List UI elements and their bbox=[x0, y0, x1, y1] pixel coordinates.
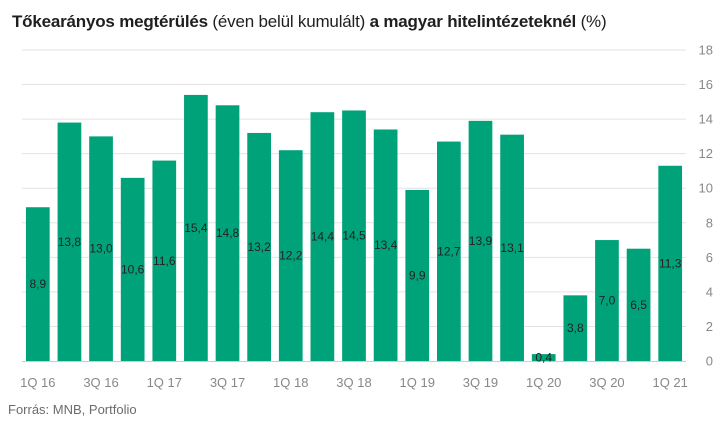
x-tick-label-3q-17: 3Q 17 bbox=[210, 375, 245, 390]
data-label-1q-17: 11,6 bbox=[153, 254, 176, 268]
bar-1q-18 bbox=[278, 150, 303, 361]
title-part-2: (éven belül kumulált) bbox=[207, 12, 370, 31]
data-label-2q-17: 15,4 bbox=[184, 221, 208, 235]
data-label-1q-19: 9,9 bbox=[409, 268, 426, 282]
x-tick-label-1q-16: 1Q 16 bbox=[20, 375, 55, 390]
data-label-3q-20: 7,0 bbox=[599, 294, 616, 308]
data-label-1q-18: 12,2 bbox=[279, 249, 303, 263]
x-tick-label-1q-20: 1Q 20 bbox=[526, 375, 561, 390]
x-tick-label-1q-18: 1Q 18 bbox=[273, 375, 308, 390]
data-label-3q-18: 14,5 bbox=[342, 229, 366, 243]
y-tick-label-12: 12 bbox=[699, 146, 713, 161]
chart-title: Tőkearányos megtérülés (éven belül kumul… bbox=[12, 12, 607, 32]
data-label-4q-17: 13,2 bbox=[247, 240, 271, 254]
bar-2q-18 bbox=[310, 112, 335, 361]
bar-4q-18 bbox=[373, 129, 398, 361]
bar-3q-19 bbox=[468, 120, 493, 361]
bar-4q-20 bbox=[626, 248, 651, 361]
data-label-3q-17: 14,8 bbox=[216, 226, 240, 240]
bar-3q-18 bbox=[342, 110, 366, 361]
data-label-3q-16: 13,0 bbox=[89, 242, 113, 256]
x-tick-label-3q-16: 3Q 16 bbox=[83, 375, 118, 390]
bar-3q-16 bbox=[89, 136, 113, 361]
x-tick-label-3q-18: 3Q 18 bbox=[336, 375, 371, 390]
y-tick-label-6: 6 bbox=[706, 250, 713, 265]
data-label-1q-21: 11,3 bbox=[659, 256, 682, 270]
data-label-2q-16: 13,8 bbox=[58, 235, 82, 249]
y-tick-label-4: 4 bbox=[706, 284, 713, 299]
bar-2q-17 bbox=[184, 94, 208, 361]
x-tick-label-3q-20: 3Q 20 bbox=[589, 375, 624, 390]
title-part-4: (%) bbox=[576, 12, 607, 31]
bar-3q-20 bbox=[595, 240, 619, 361]
data-label-2q-19: 12,7 bbox=[437, 244, 461, 258]
data-label-2q-20: 3,8 bbox=[567, 321, 584, 335]
y-tick-label-16: 16 bbox=[699, 77, 713, 92]
bar-1q-20 bbox=[531, 354, 556, 361]
y-tick-label-10: 10 bbox=[699, 181, 713, 196]
x-tick-label-1q-19: 1Q 19 bbox=[400, 375, 435, 390]
bar-2q-20 bbox=[563, 295, 588, 361]
y-tick-label-2: 2 bbox=[706, 319, 713, 334]
bar-4q-17 bbox=[247, 132, 271, 361]
title-part-1: Tőkearányos megtérülés bbox=[12, 12, 208, 31]
y-tick-label-18: 18 bbox=[699, 43, 713, 58]
data-label-4q-20: 6,5 bbox=[630, 298, 647, 312]
y-tick-label-8: 8 bbox=[706, 215, 713, 230]
source-note: Forrás: MNB, Portfolio bbox=[8, 402, 137, 417]
data-label-2q-18: 14,4 bbox=[311, 230, 335, 244]
title-part-3: a magyar hitelintézeteknél bbox=[369, 12, 577, 31]
y-tick-label-14: 14 bbox=[699, 112, 713, 127]
bar-4q-19 bbox=[500, 134, 524, 361]
bar-4q-16 bbox=[120, 177, 145, 361]
data-label-1q-20: 0,4 bbox=[535, 351, 552, 365]
x-tick-label-1q-21: 1Q 21 bbox=[652, 375, 687, 390]
bar-3q-17 bbox=[215, 105, 240, 362]
bar-2q-16 bbox=[57, 122, 82, 361]
bar-1q-17 bbox=[152, 160, 177, 361]
bar-1q-21 bbox=[658, 165, 683, 361]
bar-2q-19 bbox=[437, 141, 461, 361]
data-label-1q-16: 8,9 bbox=[29, 277, 46, 291]
y-tick-label-0: 0 bbox=[706, 354, 713, 369]
data-label-4q-18: 13,4 bbox=[374, 238, 398, 252]
data-label-4q-19: 13,1 bbox=[500, 241, 524, 255]
data-label-4q-16: 10,6 bbox=[121, 262, 145, 276]
bar-1q-19 bbox=[405, 189, 430, 361]
bar-1q-16 bbox=[25, 207, 50, 361]
data-label-3q-19: 13,9 bbox=[469, 234, 493, 248]
x-tick-label-1q-17: 1Q 17 bbox=[147, 375, 182, 390]
x-tick-label-3q-19: 3Q 19 bbox=[463, 375, 498, 390]
